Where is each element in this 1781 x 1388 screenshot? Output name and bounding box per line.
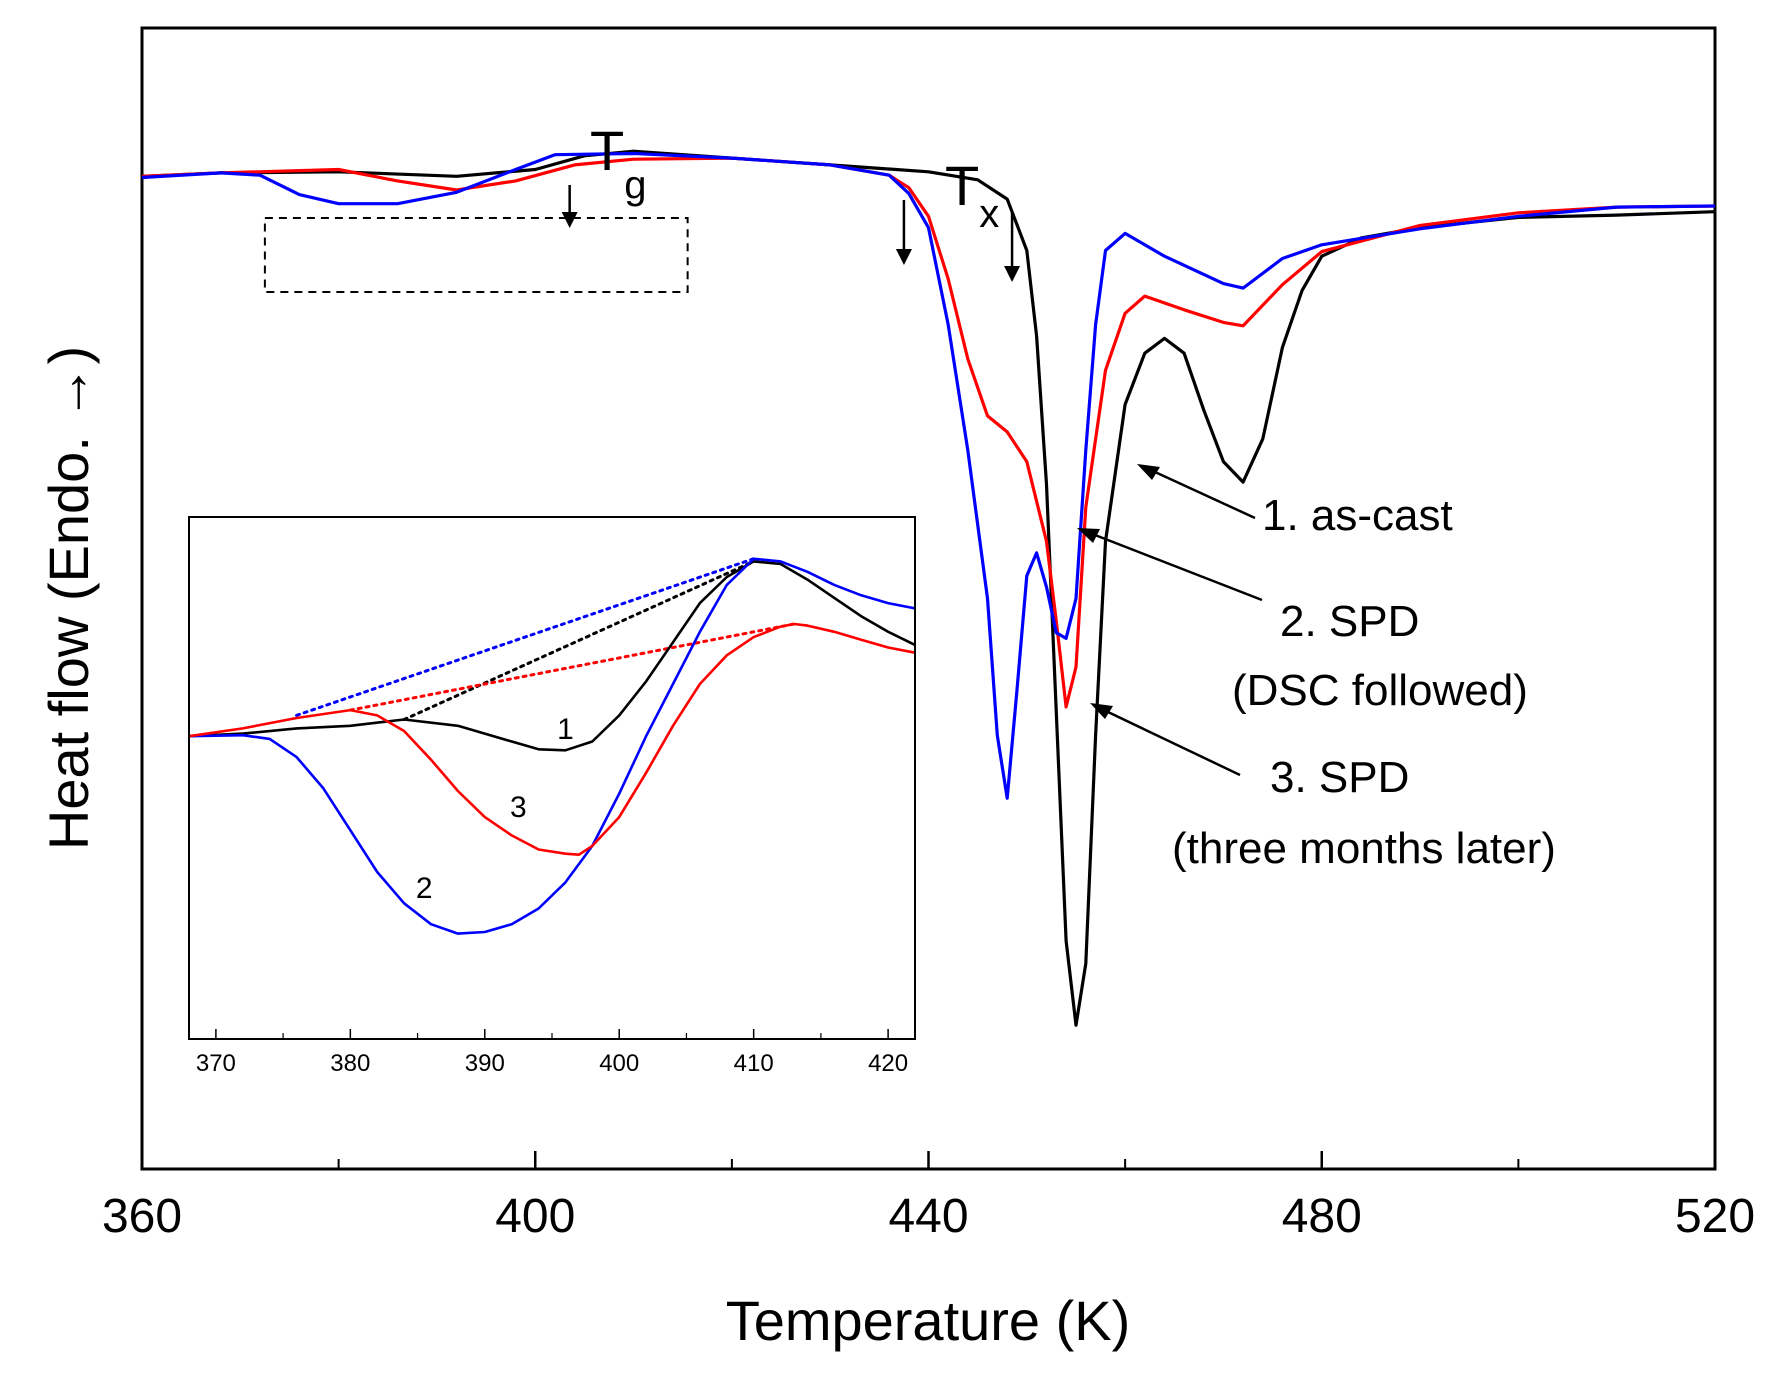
inset-series-group [188,557,916,935]
callout-leader-1 [1154,470,1256,520]
inset-curve-labels: 1 2 3 [416,713,574,905]
inset-background [189,517,915,1039]
callout-arrowhead-2 [1077,528,1100,543]
inset-curve-label-2: 2 [416,872,433,905]
tx-onset-arrow-head [895,249,912,265]
inset-tick-label-380: 380 [330,1050,370,1077]
x-tick-label-360: 360 [102,1190,182,1243]
x-axis-ticks [140,1151,1717,1169]
inset-curve-label-1: 1 [557,713,574,746]
x-axis-tick-labels: 360 400 440 480 520 [102,1190,1755,1243]
x-axis-title: Temperature (K) [726,1289,1131,1352]
inset-series-line-2 [188,557,916,935]
callout-spd-2: 2. SPD [1280,597,1419,646]
inset-series-line-1 [188,560,916,752]
inset-baselines [295,557,796,722]
inset-x-tick-labels: 370 380 390 400 410 420 [196,1050,908,1077]
tx-label: Tx [945,154,999,236]
callout-spd-3: 3. SPD [1270,753,1409,802]
x-tick-label-440: 440 [888,1190,968,1243]
tg-arrow-head [561,212,578,228]
callout-as-cast: 1. as-cast [1262,491,1453,540]
inset-tick-label-420: 420 [868,1050,908,1077]
x-tick-label-480: 480 [1282,1190,1362,1243]
callout-spd-2-sub: (DSC followed) [1232,666,1528,715]
callout-arrowhead-3 [1090,703,1113,719]
x-tick-label-520: 520 [1675,1190,1755,1243]
inset-tick-label-410: 410 [734,1050,774,1077]
tg-label: Tg [590,119,646,207]
inset-tick-label-370: 370 [196,1050,236,1077]
callout-spd-3-sub: (three months later) [1172,824,1556,873]
tg-highlight-box [263,217,689,293]
series-line-3 [141,156,1716,709]
main-series-group [141,149,1716,1027]
tx-end-arrow-head [1004,266,1021,282]
series-line-2 [141,151,1716,800]
inset-curve-label-3: 3 [510,791,527,824]
y-axis-title: Heat flow (Endo. →) [37,346,100,850]
inset-series-line-3 [188,622,916,856]
callout-leader-2 [1094,533,1263,602]
callout-arrowhead-1 [1137,464,1160,480]
callout-leader-3 [1107,710,1241,777]
series-line-1 [141,149,1716,1027]
callout-leaders [1077,464,1263,777]
inset-baseline-1 [402,559,756,722]
inset-frame [188,516,916,1040]
inset-tick-label-390: 390 [465,1050,505,1077]
transition-arrows [561,185,1021,282]
inset-baseline-3 [348,622,796,712]
x-tick-label-400: 400 [495,1190,575,1243]
inset-baseline-2 [295,557,756,717]
inset-tick-label-400: 400 [599,1050,639,1077]
